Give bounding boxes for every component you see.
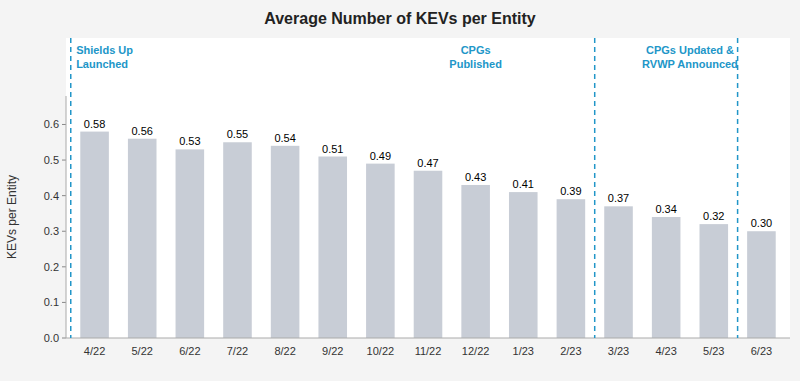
y-tick <box>62 195 66 196</box>
data-label: 0.32 <box>703 210 724 222</box>
event-line <box>70 38 72 338</box>
y-axis-label: KEVs per Entity <box>5 175 19 259</box>
y-tick-label: 0.6 <box>44 118 59 130</box>
x-tick-label: 5/22 <box>131 345 152 357</box>
data-label: 0.53 <box>179 135 200 147</box>
bar <box>652 217 681 338</box>
bar <box>414 171 443 338</box>
y-tick <box>62 266 66 267</box>
data-label: 0.30 <box>751 217 772 229</box>
bar <box>366 164 395 338</box>
data-label: 0.58 <box>84 118 105 130</box>
x-tick-label: 1/23 <box>513 345 534 357</box>
y-tick-label: 0.4 <box>44 190 59 202</box>
bars <box>80 132 775 338</box>
title: Average Number of KEVs per Entity <box>264 10 536 27</box>
x-tick-label: 7/22 <box>227 345 248 357</box>
bar <box>128 139 157 338</box>
annotation: Shields UpLaunched <box>76 44 133 70</box>
x-axis-line <box>66 338 790 339</box>
bar <box>604 206 633 338</box>
data-label: 0.49 <box>370 150 391 162</box>
bar <box>176 149 205 338</box>
annotation: CPGsPublished <box>449 44 502 70</box>
data-label: 0.47 <box>417 157 438 169</box>
bar <box>700 224 729 338</box>
x-tick-label: 10/22 <box>367 345 395 357</box>
data-label: 0.55 <box>227 128 248 140</box>
y-tick-label: 0.1 <box>44 296 59 308</box>
bar <box>747 231 776 338</box>
bar <box>80 132 109 338</box>
plot-background <box>66 38 790 338</box>
y-tick-label: 0.3 <box>44 225 59 237</box>
x-tick-label: 6/23 <box>751 345 772 357</box>
x-tick-label: 5/23 <box>703 345 724 357</box>
bar <box>318 157 347 339</box>
y-tick-label: 0.5 <box>44 154 59 166</box>
x-tick-label: 9/22 <box>322 345 343 357</box>
bar <box>271 146 300 338</box>
x-tick-label: 2/23 <box>560 345 581 357</box>
chart: Average Number of KEVs per Entity 0.0 0.1 0… <box>0 0 800 381</box>
data-label: 0.39 <box>560 185 581 197</box>
bar <box>223 142 252 338</box>
data-label: 0.41 <box>513 178 534 190</box>
y-tick <box>62 231 66 232</box>
y-axis-line <box>66 96 67 338</box>
x-tick-label: 8/22 <box>274 345 295 357</box>
event-line <box>737 38 739 338</box>
annotation: CPGs Updated &RVWP Announced <box>642 44 738 70</box>
x-tick-label: 4/22 <box>84 345 105 357</box>
y-tick-label: 0.0 <box>44 332 59 344</box>
x-tick-label: 12/22 <box>462 345 490 357</box>
bar <box>509 192 538 338</box>
x-tick-label: 6/22 <box>179 345 200 357</box>
data-label: 0.34 <box>655 203 676 215</box>
y-tick <box>62 124 66 125</box>
y-tick <box>62 302 66 303</box>
bar <box>461 185 490 338</box>
x-tick-label: 3/23 <box>608 345 629 357</box>
event-line <box>594 38 596 338</box>
data-label: 0.56 <box>131 125 152 137</box>
y-tick <box>62 338 66 339</box>
data-label: 0.43 <box>465 171 486 183</box>
x-tick-label: 11/22 <box>415 345 442 357</box>
x-tick-label: 4/23 <box>655 345 676 357</box>
y-tick-label: 0.2 <box>44 261 59 273</box>
data-label: 0.37 <box>608 192 629 204</box>
data-label: 0.54 <box>274 132 295 144</box>
y-tick <box>62 160 66 161</box>
bar <box>557 199 586 338</box>
data-label: 0.51 <box>322 143 343 155</box>
